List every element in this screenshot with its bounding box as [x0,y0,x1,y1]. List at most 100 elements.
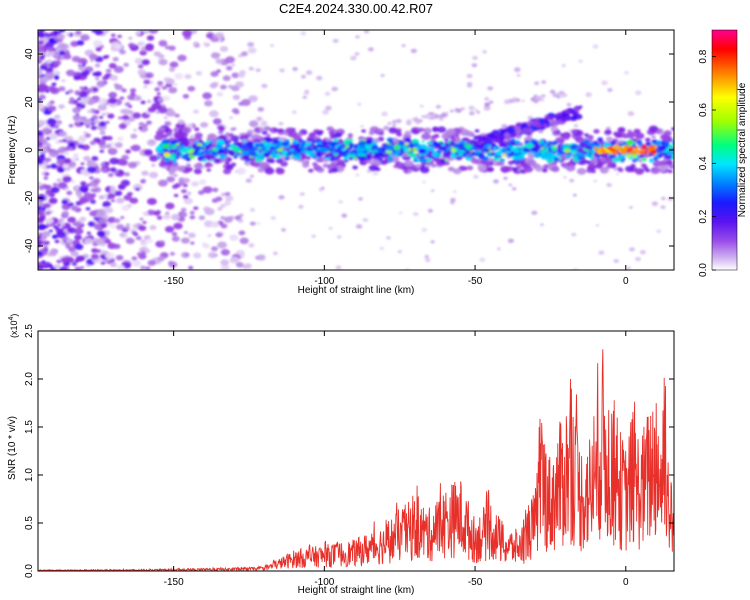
spectrogram-cell [98,121,107,127]
spectrogram-cell [439,147,445,151]
spectrogram-x-tick-label: -150 [164,276,184,287]
spectrogram-cell [611,141,615,144]
spectrogram-cell [412,117,418,121]
spectrogram-cell [575,136,585,143]
spectrogram-cell [582,150,588,155]
spectrogram-cell [606,136,613,142]
spectrogram-cell [651,142,655,146]
spectrogram-cell [413,156,418,160]
spectrogram-cell [574,108,579,112]
spectrogram-cell [232,146,239,151]
spectrogram-heatmap [38,30,674,270]
spectrogram-cell [108,97,117,105]
spectrogram-cell [566,103,572,107]
spectrogram-cell [608,159,614,163]
spectrogram-cell [284,156,290,161]
spectrogram-cell [68,147,73,151]
spectrogram-cell [157,97,164,102]
spectrogram-cell [585,92,592,98]
spectrogram-cell [47,105,57,112]
spectrogram-cell [207,133,217,141]
spectrogram-cell [311,234,316,238]
spectrogram-cell [158,40,168,47]
spectrogram-cell [207,234,212,238]
spectrogram-cell [470,151,476,156]
spectrogram-cell [479,257,486,262]
spectrogram-cell [181,126,192,134]
spectrogram-cell [515,130,522,135]
spectrogram-cell [86,183,91,187]
spectrogram-cell [460,107,465,111]
spectrogram-cell [147,259,156,266]
spectrogram-cell [44,217,54,224]
spectrogram-cell [341,213,348,218]
spectrogram-cell [38,103,43,109]
spectrogram-cell [45,59,53,64]
spectrogram-cell [435,104,442,109]
spectrogram-cell [157,81,164,86]
spectrogram-cell [660,205,666,210]
spectrogram-cell [172,184,179,189]
spectrogram-cell [356,153,361,157]
spectrogram-cell [444,154,448,157]
spectrogram-cell [143,149,153,156]
spectrogram-cell [193,150,198,154]
spectrogram-cell [130,92,136,96]
spectrogram-cell [466,82,473,86]
spectrogram-cell [70,179,76,184]
spectrogram-cell [392,120,397,124]
spectrogram-cell [137,69,146,76]
spectrogram-cell [437,126,447,133]
spectrogram-cell [226,65,233,71]
spectrogram-cell [121,114,130,121]
spectrogram-cell [627,111,635,116]
spectrogram-cell [337,146,342,150]
spectrogram-cell [431,189,435,192]
spectrogram-cell [507,238,514,243]
spectrogram-cell [257,146,263,150]
spectrogram-cell [54,239,60,244]
spectrogram-cell [182,177,190,184]
spectrogram-cell [67,161,77,168]
spectrogram-cell [234,170,239,173]
spectrogram-cell [484,97,490,101]
spectrogram-cell [61,79,66,83]
spectrogram-cell [95,77,100,81]
spectrogram-cell [104,54,110,59]
spectrogram-cell [257,107,265,112]
spectrogram-cell [200,150,206,154]
spectrogram-cell [102,30,110,33]
spectrogram-cell [348,146,353,150]
spectrogram-cell [82,171,91,177]
spectrogram-cell [358,197,363,201]
spectrogram-cell [328,226,333,230]
spectrogram-cell [300,31,307,36]
spectrogram-cell [630,163,636,168]
spectrogram-cell [661,151,667,156]
spectrogram-cell [222,151,229,156]
spectrogram-cell [56,231,67,239]
spectrogram-cell [596,156,601,160]
spectrogram-cell [183,197,193,205]
spectrogram-cell [217,148,225,154]
spectrogram-cell [149,225,157,231]
spectrogram-cell [410,48,417,54]
spectrogram-cell [574,152,582,158]
spectrogram-cell [274,145,280,150]
spectrogram-cell [165,202,175,210]
spectrogram-cell [589,146,593,150]
spectrogram-cell [235,81,245,88]
spectrogram-cell [148,30,159,34]
spectrogram-cell [242,139,247,143]
spectrogram-cell [38,92,41,97]
spectrogram-y-tick-label: 40 [24,48,35,60]
spectrogram-cell [176,165,186,172]
spectrogram-cell [60,257,69,263]
spectrogram-cell [78,91,88,98]
spectrogram-cell [605,126,611,131]
spectrogram-cell [249,151,257,157]
spectrogram-cell [413,142,421,148]
spectrogram-cell [454,109,459,113]
spectrogram-cell [38,86,47,93]
spectrogram-cell [372,159,380,166]
